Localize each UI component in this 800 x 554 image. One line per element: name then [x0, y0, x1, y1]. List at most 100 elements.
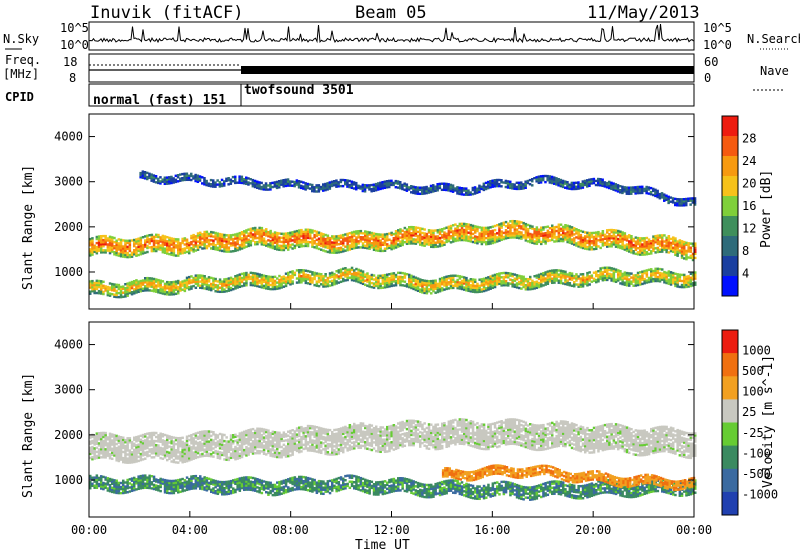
heat-cell	[295, 233, 299, 237]
heat-cell	[614, 278, 618, 282]
heat-cell	[273, 237, 277, 240]
heat-cell	[192, 250, 195, 253]
heat-cell	[139, 446, 143, 450]
heat-cell	[339, 180, 343, 184]
heat-cell	[359, 185, 362, 188]
heat-cell	[539, 175, 543, 178]
heat-cell	[643, 241, 646, 244]
heat-cell	[91, 449, 94, 453]
heat-cell	[333, 241, 336, 244]
heat-cell	[608, 245, 611, 248]
heat-cell	[115, 459, 118, 462]
heat-cell	[113, 295, 116, 298]
heat-cell	[251, 227, 255, 230]
heat-cell	[133, 454, 136, 458]
heat-cell	[667, 272, 671, 275]
heat-cell	[166, 434, 169, 437]
heat-cell	[507, 272, 510, 275]
heat-cell	[196, 234, 200, 237]
heat-cell	[333, 245, 336, 248]
heat-cell	[597, 239, 600, 242]
heat-cell	[570, 274, 574, 277]
heat-cell	[124, 283, 127, 286]
heat-cell	[111, 441, 114, 444]
heat-cell	[249, 239, 253, 243]
heat-cell	[630, 188, 633, 191]
heat-cell	[419, 227, 422, 230]
heat-cell	[518, 234, 521, 238]
heat-cell	[372, 234, 376, 237]
heat-cell	[379, 286, 382, 290]
heat-cell	[485, 243, 488, 246]
heat-cell	[581, 230, 585, 234]
heat-cell	[639, 283, 642, 286]
heat-cell	[104, 433, 107, 437]
heat-cell	[126, 445, 129, 448]
heat-cell	[207, 288, 211, 291]
heat-cell	[550, 175, 554, 179]
heat-cell	[108, 455, 112, 458]
heat-cell	[117, 455, 121, 459]
heat-cell	[313, 188, 316, 191]
heat-cell	[436, 284, 440, 288]
heat-cell	[401, 241, 404, 245]
heat-cell	[546, 229, 550, 233]
heat-cell	[606, 276, 609, 280]
heat-cell	[557, 237, 561, 241]
heat-cell	[361, 189, 365, 193]
heat-cell	[506, 180, 510, 183]
heat-cell	[243, 236, 246, 239]
heat-cell	[210, 235, 213, 238]
heat-cell	[419, 233, 422, 236]
heat-cell	[561, 183, 565, 187]
heat-cell	[124, 457, 127, 460]
heat-cell	[111, 443, 114, 446]
heat-cell	[575, 273, 578, 276]
heat-cell	[535, 180, 538, 183]
heat-cell	[249, 233, 253, 237]
heat-cell	[577, 185, 580, 188]
heat-cell	[586, 278, 589, 281]
heat-cell	[504, 225, 508, 228]
heat-cell	[603, 270, 607, 274]
heat-cell	[309, 234, 312, 238]
heat-cell	[335, 276, 338, 279]
heat-cell	[137, 451, 140, 454]
heat-cell	[293, 240, 297, 244]
heat-cell	[381, 237, 385, 240]
heat-cell	[229, 250, 233, 253]
heat-cell	[595, 247, 598, 251]
heat-cell	[97, 434, 101, 437]
heat-cell	[108, 442, 112, 446]
heat-cell	[408, 238, 411, 241]
heat-cell	[533, 283, 536, 286]
heat-cell	[146, 287, 149, 290]
heat-cell	[95, 287, 99, 291]
heat-cell	[509, 272, 512, 275]
heat-cell	[661, 250, 664, 253]
heat-cell	[535, 286, 539, 290]
heat-cell	[282, 275, 286, 278]
heat-cell	[342, 250, 345, 253]
heat-cell	[106, 249, 110, 252]
heat-cell	[111, 244, 114, 247]
heat-cell	[625, 188, 629, 191]
heat-cell	[124, 253, 127, 257]
heat-cell	[328, 280, 332, 283]
heat-cell	[570, 284, 574, 288]
heat-cell	[122, 456, 125, 460]
heat-cell	[166, 291, 169, 294]
heat-cell	[392, 284, 396, 287]
heat-cell	[192, 177, 195, 180]
heat-cell	[467, 231, 470, 234]
heat-cell	[284, 280, 288, 284]
heat-cell	[148, 246, 151, 249]
heat-cell	[526, 234, 530, 237]
heat-cell	[394, 275, 398, 279]
heat-cell	[174, 442, 178, 446]
heat-cell	[139, 281, 143, 285]
heat-cell	[234, 287, 237, 290]
heat-cell	[641, 282, 644, 286]
heat-cell	[194, 280, 198, 283]
heat-cell	[172, 452, 176, 456]
